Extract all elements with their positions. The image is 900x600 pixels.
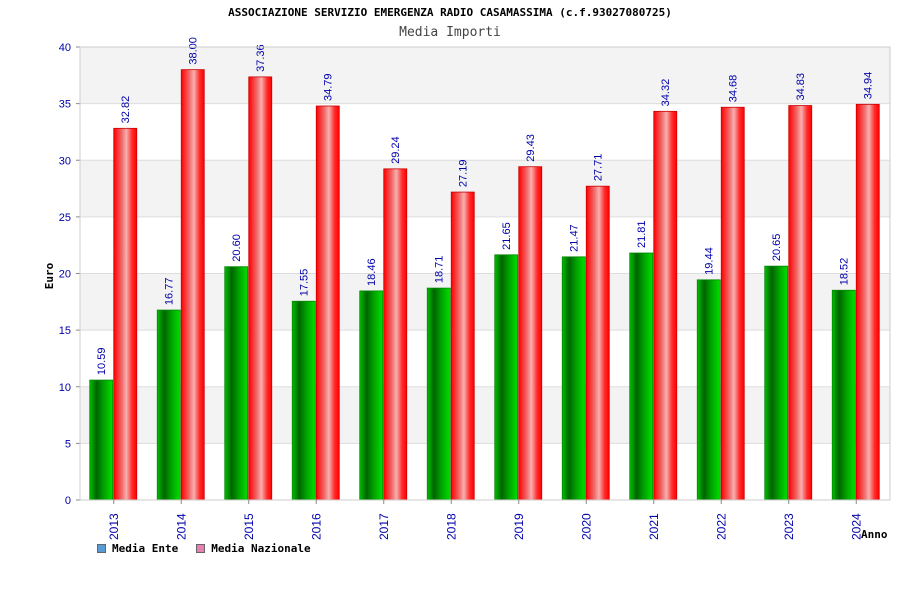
x-tick-label: 2020 bbox=[579, 513, 593, 540]
data-label: 38.00 bbox=[188, 37, 200, 65]
bar-media-nazionale-2023 bbox=[788, 105, 813, 501]
legend-label-media-ente: Media Ente bbox=[112, 542, 179, 555]
x-axis-title: Anno bbox=[861, 528, 888, 541]
y-tick-label: 25 bbox=[59, 212, 71, 224]
plot-band bbox=[80, 330, 890, 387]
data-label: 21.81 bbox=[636, 220, 648, 248]
y-tick-label: 10 bbox=[59, 382, 71, 394]
chart-title: ASSOCIAZIONE SERVIZIO EMERGENZA RADIO CA… bbox=[228, 6, 672, 19]
data-label: 20.60 bbox=[231, 234, 243, 262]
bar-media-ente-2017 bbox=[359, 290, 384, 501]
bar-media-ente-2016 bbox=[291, 300, 316, 501]
data-label: 21.47 bbox=[569, 224, 581, 252]
data-label: 27.19 bbox=[458, 160, 470, 188]
x-tick-label: 2016 bbox=[309, 513, 323, 540]
bar-media-ente-2021 bbox=[629, 252, 654, 501]
y-tick-label: 35 bbox=[59, 99, 71, 111]
legend-label-media-nazionale: Media Nazionale bbox=[211, 542, 311, 555]
x-tick-label: 2015 bbox=[242, 513, 256, 540]
bar-media-nazionale-2024 bbox=[855, 103, 880, 501]
plot-band bbox=[80, 443, 890, 500]
data-label: 37.36 bbox=[255, 44, 267, 72]
plot-band bbox=[80, 386, 890, 444]
bar-media-ente-2014 bbox=[156, 309, 181, 501]
data-label: 29.24 bbox=[390, 136, 402, 164]
bar-media-ente-2024 bbox=[831, 289, 856, 501]
plot-band bbox=[80, 273, 890, 331]
x-tick-label: 2019 bbox=[512, 513, 526, 540]
bar-media-nazionale-2022 bbox=[720, 106, 745, 501]
bar-media-ente-2018 bbox=[426, 287, 451, 501]
data-label: 32.82 bbox=[120, 96, 132, 124]
legend-swatch-media-ente bbox=[97, 544, 106, 553]
y-tick-label: 30 bbox=[59, 155, 71, 167]
data-label: 34.79 bbox=[323, 73, 335, 101]
data-label: 18.46 bbox=[366, 258, 378, 286]
bar-media-ente-2023 bbox=[764, 265, 789, 501]
data-labels: 10.59 32.82 16.77 38.00 20.60 37.36 17.55 34.79… bbox=[96, 37, 875, 375]
legend: Media Ente Media Nazionale bbox=[97, 542, 311, 555]
bar-media-ente-2015 bbox=[224, 266, 249, 501]
grid-lines bbox=[80, 46, 890, 501]
axes: 0 5 10 15 20 25 30 35 40 2013 2014 2015 2016 2017 2018… bbox=[59, 42, 891, 540]
x-tick-label: 2023 bbox=[782, 513, 796, 540]
data-label: 34.94 bbox=[863, 72, 875, 100]
data-label: 16.77 bbox=[164, 278, 176, 306]
x-tick-label: 2024 bbox=[849, 513, 863, 540]
x-tick-label: 2021 bbox=[647, 513, 661, 540]
bar-media-ente-2020 bbox=[561, 256, 586, 501]
bar-media-nazionale-2018 bbox=[450, 191, 475, 501]
bar-media-nazionale-2015 bbox=[248, 76, 273, 501]
data-label: 27.71 bbox=[593, 154, 605, 182]
bar-media-ente-2022 bbox=[696, 279, 721, 501]
bar-media-nazionale-2020 bbox=[585, 185, 610, 501]
chart-subtitle: Media Importi bbox=[399, 25, 501, 40]
plot-background bbox=[80, 47, 890, 500]
y-tick-label: 20 bbox=[59, 269, 71, 281]
y-tick-label: 0 bbox=[65, 495, 71, 507]
data-label: 20.65 bbox=[771, 234, 783, 262]
data-label: 34.83 bbox=[795, 73, 807, 101]
data-label: 10.59 bbox=[96, 348, 108, 376]
y-tick-label: 15 bbox=[59, 325, 71, 337]
data-label: 18.71 bbox=[434, 256, 446, 284]
y-tick-label: 40 bbox=[59, 42, 71, 54]
x-tick-label: 2014 bbox=[174, 513, 188, 540]
bar-media-nazionale-2016 bbox=[315, 105, 340, 501]
plot-band bbox=[80, 160, 890, 217]
data-label: 18.52 bbox=[839, 258, 851, 286]
data-label: 34.32 bbox=[660, 79, 672, 107]
bar-media-nazionale-2021 bbox=[653, 110, 678, 501]
bar-media-nazionale-2014 bbox=[180, 69, 205, 501]
bar-media-ente-2013 bbox=[89, 379, 114, 501]
x-tick-label: 2017 bbox=[377, 513, 391, 540]
bar-media-nazionale-2013 bbox=[113, 127, 138, 501]
plot-frame bbox=[79, 46, 891, 501]
legend-item-media-nazionale: Media Nazionale bbox=[196, 542, 311, 555]
plot-band bbox=[80, 216, 890, 274]
legend-item-media-ente: Media Ente bbox=[97, 542, 178, 555]
data-label: 21.65 bbox=[501, 222, 513, 250]
data-label: 34.68 bbox=[728, 75, 740, 103]
x-tick-label: 2018 bbox=[444, 513, 458, 540]
y-axis-title: Euro bbox=[43, 262, 56, 289]
x-tick-label: 2022 bbox=[714, 513, 728, 540]
plot-band bbox=[80, 103, 890, 161]
bars bbox=[89, 69, 880, 501]
plot-band bbox=[80, 47, 890, 104]
data-label: 17.55 bbox=[299, 269, 311, 297]
y-tick-label: 5 bbox=[65, 438, 71, 450]
bar-media-nazionale-2017 bbox=[383, 168, 408, 501]
data-label: 19.44 bbox=[704, 247, 716, 275]
x-tick-label: 2013 bbox=[107, 513, 121, 540]
data-label: 29.43 bbox=[525, 134, 537, 162]
bar-media-ente-2019 bbox=[494, 254, 519, 501]
bar-media-nazionale-2019 bbox=[518, 166, 543, 501]
legend-swatch-media-nazionale bbox=[196, 544, 206, 553]
